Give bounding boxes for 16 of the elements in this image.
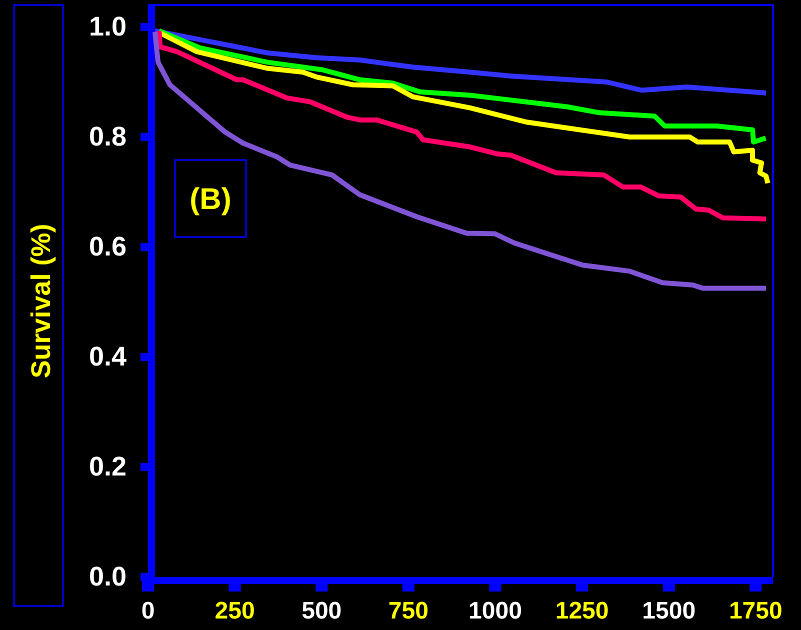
x-tick-label: 1250 [555, 598, 609, 625]
x-tick-label: 0 [141, 598, 155, 625]
x-tick-label: 1000 [468, 598, 522, 625]
annotation: (B) [190, 183, 232, 216]
y-tick-label: 0.0 [88, 562, 126, 592]
x-tick-label: 750 [388, 598, 428, 625]
y-tick-label: 0.8 [88, 122, 126, 152]
x-tick-label: 500 [302, 598, 342, 625]
y-tick-label: 0.6 [88, 232, 126, 262]
y-tick-label: 0.2 [88, 452, 126, 482]
y-tick-label: 0.4 [88, 342, 126, 372]
y-tick-label: 1.0 [88, 12, 126, 42]
x-tick-label: 1500 [642, 598, 696, 625]
y-axis-title: Survival (%) [26, 224, 56, 378]
x-tick-label: 1750 [728, 598, 782, 625]
x-tick-label: 250 [214, 598, 255, 625]
